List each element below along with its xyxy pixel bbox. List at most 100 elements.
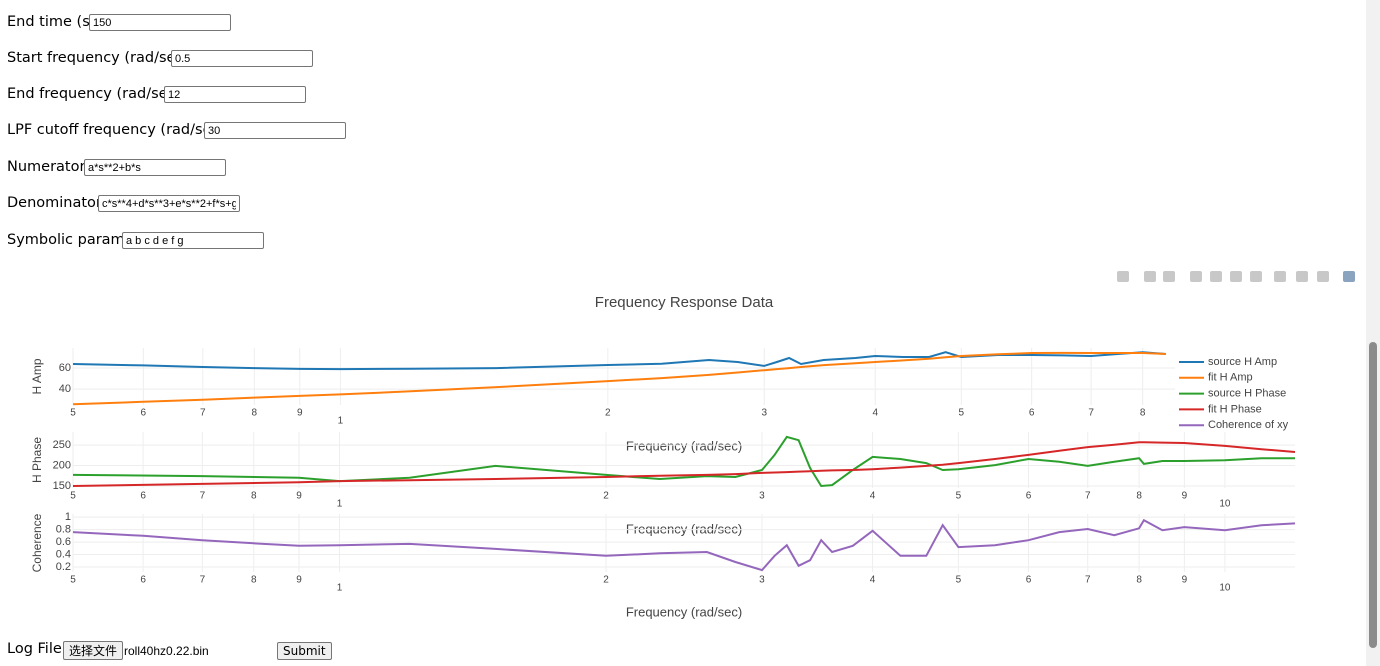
legend-label: fit H Phase bbox=[1208, 403, 1262, 415]
x-tick-label: 7 bbox=[1088, 408, 1094, 419]
x-tick-label: 3 bbox=[761, 408, 767, 419]
modebar-button[interactable] bbox=[1296, 271, 1308, 282]
field-input[interactable] bbox=[164, 86, 306, 103]
field-input[interactable] bbox=[171, 50, 313, 67]
x-tick-label: 1 bbox=[337, 583, 343, 594]
y-tick-label: 250 bbox=[53, 439, 71, 451]
modebar-button[interactable] bbox=[1210, 271, 1222, 282]
field-label: Start frequency (rad/sec): bbox=[7, 50, 194, 66]
x-tick-label: 4 bbox=[872, 408, 878, 419]
x-tick-label: 6 bbox=[1026, 575, 1032, 586]
file-button[interactable]: 选择文件 bbox=[63, 641, 124, 660]
x-tick-label: 7 bbox=[200, 575, 206, 586]
y-tick-label: 0.4 bbox=[56, 548, 71, 560]
submit-button[interactable]: Submit bbox=[277, 642, 332, 660]
modebar-button[interactable] bbox=[1230, 271, 1242, 282]
modebar-button[interactable] bbox=[1163, 271, 1175, 282]
y-tick-label: 60 bbox=[59, 362, 71, 374]
x-tick-label: 9 bbox=[1182, 491, 1188, 502]
x-tick-label: 6 bbox=[141, 408, 147, 419]
x-tick-label: 9 bbox=[1182, 575, 1188, 586]
series-line bbox=[72, 518, 1296, 572]
y-axis-title: H Phase bbox=[30, 437, 44, 483]
y-tick-label: 150 bbox=[53, 480, 71, 492]
x-tick-label: 5 bbox=[959, 408, 965, 419]
modebar-button[interactable] bbox=[1190, 271, 1202, 282]
x-axis-title: Frequency (rad/sec) bbox=[626, 521, 742, 536]
field-input[interactable] bbox=[204, 122, 346, 139]
y-tick-label: 200 bbox=[53, 459, 71, 471]
y-axis-title: Coherence bbox=[30, 513, 44, 572]
field-input[interactable] bbox=[98, 195, 240, 212]
x-tick-label: 8 bbox=[252, 408, 258, 419]
x-tick-label: 9 bbox=[296, 575, 302, 586]
x-tick-label: 5 bbox=[956, 575, 962, 586]
x-tick-label: 6 bbox=[1029, 408, 1035, 419]
x-tick-label: 10 bbox=[1219, 583, 1231, 594]
x-tick-label: 9 bbox=[297, 408, 303, 419]
x-tick-label: 8 bbox=[251, 575, 257, 586]
x-tick-label: 5 bbox=[70, 575, 76, 586]
chart-title: Frequency Response Data bbox=[595, 294, 774, 311]
x-tick-label: 5 bbox=[70, 491, 76, 502]
x-tick-label: 2 bbox=[603, 575, 609, 586]
x-tick-label: 9 bbox=[296, 491, 302, 502]
file-name: roll40hz0.22.bin bbox=[124, 644, 209, 658]
x-tick-label: 10 bbox=[1219, 499, 1231, 510]
field-label: End frequency (rad/sec): bbox=[7, 86, 187, 102]
scrollbar[interactable] bbox=[1366, 0, 1380, 666]
x-tick-label: 6 bbox=[140, 575, 146, 586]
x-tick-label: 2 bbox=[603, 491, 609, 502]
field-label: Numerator: bbox=[7, 159, 91, 175]
y-tick-label: 40 bbox=[59, 383, 71, 395]
x-tick-label: 5 bbox=[70, 408, 76, 419]
field-label: Denominator: bbox=[7, 195, 107, 211]
field-input[interactable] bbox=[84, 159, 226, 176]
x-tick-label: 1 bbox=[337, 499, 343, 510]
x-tick-label: 3 bbox=[759, 575, 765, 586]
field-input[interactable] bbox=[122, 232, 264, 249]
x-tick-label: 8 bbox=[1136, 575, 1142, 586]
field-label: End time (s): bbox=[7, 14, 101, 30]
x-tick-label: 6 bbox=[1026, 491, 1032, 502]
series-line bbox=[72, 351, 1167, 371]
field-input[interactable] bbox=[89, 14, 231, 31]
x-tick-label: 7 bbox=[200, 408, 206, 419]
x-tick-label: 4 bbox=[870, 575, 876, 586]
x-tick-label: 4 bbox=[870, 491, 876, 502]
y-tick-label: 0.8 bbox=[56, 523, 71, 535]
modebar-button[interactable] bbox=[1317, 271, 1329, 282]
series-line bbox=[72, 351, 1167, 406]
modebar-button[interactable] bbox=[1274, 271, 1286, 282]
y-axis-title: H Amp bbox=[30, 358, 44, 394]
y-tick-label: 0.2 bbox=[56, 561, 71, 573]
x-tick-label: 2 bbox=[605, 408, 611, 419]
x-tick-label: 3 bbox=[759, 491, 765, 502]
modebar-button[interactable] bbox=[1144, 271, 1156, 282]
legend-label: Coherence of xy bbox=[1208, 419, 1289, 431]
field-label: LPF cutoff frequency (rad/sec): bbox=[7, 122, 231, 138]
x-tick-label: 8 bbox=[1136, 491, 1142, 502]
legend-label: source H Amp bbox=[1208, 356, 1277, 368]
x-tick-label: 7 bbox=[200, 491, 206, 502]
y-tick-label: 1 bbox=[65, 511, 71, 523]
x-tick-label: 7 bbox=[1085, 491, 1091, 502]
x-tick-label: 7 bbox=[1085, 575, 1091, 586]
field-label: Symbolic params: bbox=[7, 232, 138, 248]
modebar-button[interactable] bbox=[1117, 271, 1129, 282]
x-tick-label: 8 bbox=[251, 491, 257, 502]
y-tick-label: 0.6 bbox=[56, 536, 71, 548]
x-axis-title: Frequency (rad/sec) bbox=[626, 438, 742, 453]
modebar-button[interactable] bbox=[1250, 271, 1262, 282]
legend-label: source H Phase bbox=[1208, 388, 1286, 400]
x-tick-label: 6 bbox=[140, 491, 146, 502]
x-axis-title: Frequency (rad/sec) bbox=[626, 604, 742, 619]
x-tick-label: 1 bbox=[338, 416, 344, 427]
x-tick-label: 5 bbox=[956, 491, 962, 502]
modebar-button[interactable] bbox=[1343, 271, 1355, 282]
log-file-label: Log File: bbox=[7, 641, 67, 657]
x-tick-label: 8 bbox=[1140, 408, 1146, 419]
series-line bbox=[72, 441, 1296, 487]
scrollbar-thumb[interactable] bbox=[1369, 342, 1377, 648]
